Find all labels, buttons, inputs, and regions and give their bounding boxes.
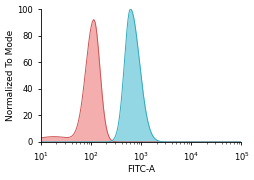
Y-axis label: Normalized To Mode: Normalized To Mode: [6, 30, 14, 121]
X-axis label: FITC-A: FITC-A: [127, 165, 155, 174]
